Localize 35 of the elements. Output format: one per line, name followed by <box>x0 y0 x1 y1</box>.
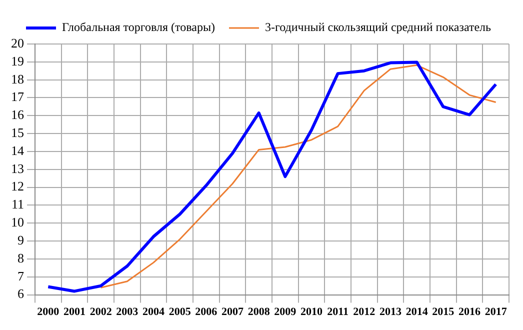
x-tick-label: 2010 <box>300 306 323 318</box>
x-tick-label: 2006 <box>195 306 218 318</box>
y-tick-label: 20 <box>11 35 24 50</box>
x-tick-label: 2009 <box>274 306 297 318</box>
y-tick-label: 11 <box>11 196 24 212</box>
legend-label: Глобальная торговля (товары) <box>62 20 216 34</box>
x-tick-label: 2012 <box>353 306 376 318</box>
y-tick-label: 14 <box>11 142 24 158</box>
y-tick-label: 12 <box>11 178 24 194</box>
x-tick-label: 2011 <box>327 306 349 318</box>
x-tick-label: 2001 <box>64 306 86 318</box>
x-tick-label: 2016 <box>458 306 481 318</box>
x-tick-label: 2014 <box>406 306 428 318</box>
y-tick-label: 6 <box>18 286 24 302</box>
y-tick-label: 18 <box>11 71 24 86</box>
x-tick-label: 2005 <box>168 306 192 318</box>
y-tick-label: 9 <box>18 232 24 248</box>
y-tick-label: 13 <box>11 160 24 176</box>
y-tick-label: 16 <box>11 107 24 122</box>
y-tick-label: 7 <box>18 268 24 284</box>
x-tick-label: 2002 <box>90 306 112 318</box>
x-tick-label: 2008 <box>248 306 270 318</box>
x-tick-label: 2003 <box>116 306 139 318</box>
legend-label: 3-годичный скользящий средний показатель <box>265 20 492 34</box>
x-tick-label: 2007 <box>222 306 244 318</box>
x-tick-label: 2004 <box>142 306 165 318</box>
y-tick-label: 10 <box>11 214 24 230</box>
y-tick-label: 19 <box>11 53 24 68</box>
x-tick-label: 2013 <box>380 306 402 318</box>
y-tick-label: 17 <box>11 89 24 104</box>
x-tick-label: 2017 <box>484 306 508 318</box>
y-tick-label: 15 <box>11 124 24 140</box>
x-tick-label: 2000 <box>37 306 60 318</box>
x-tick-label: 2015 <box>432 306 455 318</box>
y-tick-label: 8 <box>18 250 24 266</box>
